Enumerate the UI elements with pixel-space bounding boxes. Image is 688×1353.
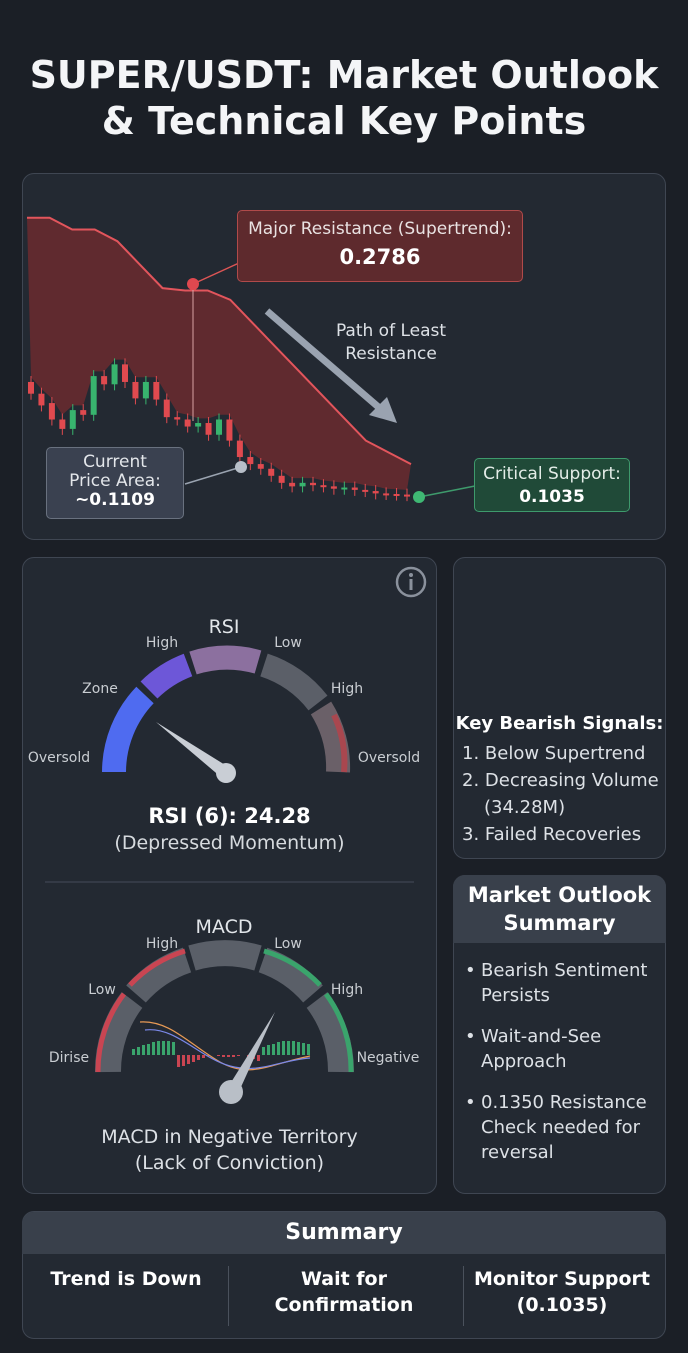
candle — [59, 419, 66, 429]
current-line-1: Current — [83, 452, 147, 472]
path-label-line-2: Resistance — [345, 344, 437, 364]
macd-caption: MACD in Negative Territory (Lack of Conv… — [22, 1124, 437, 1176]
candle — [163, 399, 170, 418]
outlook-title-line-1: Market Outlook — [467, 883, 652, 907]
candle — [236, 440, 243, 458]
support-connector — [418, 485, 476, 498]
current-price-marker — [235, 461, 247, 473]
rsi-subtitle: (Depressed Momentum) — [114, 832, 345, 854]
summary-wait: Wait for Confirmation — [274, 1268, 414, 1316]
macd-caption-line-1: MACD in Negative Territory — [101, 1126, 358, 1148]
candle — [195, 423, 202, 427]
current-value: ~0.1109 — [75, 490, 155, 510]
path-label-line-1: Path of Least — [335, 321, 447, 341]
signal-item: 1. Below Supertrend — [462, 743, 646, 764]
summary-monitor-line-1: Monitor Support — [473, 1268, 651, 1290]
indicators-card — [22, 557, 437, 1194]
summary-monitor-line-2: (0.1035) — [516, 1294, 608, 1316]
candle — [372, 491, 379, 494]
candle — [299, 482, 306, 487]
candle — [330, 486, 337, 489]
support-label: Critical Support: — [483, 464, 621, 484]
title-line-2: & Technical Key Points — [101, 99, 587, 143]
candle — [184, 419, 191, 427]
support-marker — [413, 491, 425, 503]
title-line-1: SUPER/USDT: Market Outlook — [29, 53, 659, 97]
candle — [174, 417, 181, 420]
candle — [362, 489, 369, 492]
candle — [383, 493, 390, 496]
macd-caption-line-2: (Lack of Conviction) — [134, 1152, 325, 1174]
signals-list: 1. Below Supertrend 2. Decreasing Volume… — [462, 740, 666, 848]
current-connector — [184, 466, 242, 485]
outlook-item: Wait-and-See Approach — [463, 1024, 663, 1074]
candle — [153, 381, 160, 400]
candle — [351, 487, 358, 490]
current-price-callout: Current Price Area: ~0.1109 — [46, 447, 184, 519]
summary-divider — [463, 1266, 464, 1326]
resistance-marker — [187, 278, 199, 290]
candle — [69, 410, 76, 429]
candle — [247, 457, 254, 465]
signal-item: (34.28M) — [484, 797, 566, 818]
candle — [48, 403, 55, 420]
summary-trend: Trend is Down — [50, 1268, 202, 1290]
candle — [404, 494, 410, 497]
candle — [310, 482, 316, 486]
outlook-item: 0.1350 Resistance Check needed for rever… — [463, 1090, 663, 1165]
candle — [132, 381, 139, 399]
summary-monitor: Monitor Support (0.1035) — [467, 1266, 657, 1318]
page-title: SUPER/USDT: Market Outlook & Technical K… — [0, 52, 688, 144]
support-callout: Critical Support: 0.1035 — [474, 458, 630, 512]
summary-header: Summary — [22, 1212, 666, 1254]
candle — [101, 376, 108, 385]
candle — [122, 364, 128, 382]
candle — [28, 381, 34, 394]
rsi-value: RSI (6): 24.28 — [148, 804, 311, 828]
path-arrow — [264, 308, 386, 414]
price-chart — [27, 216, 476, 503]
candle — [341, 487, 348, 490]
candle — [289, 482, 296, 487]
resistance-label: Major Resistance (Supertrend): — [248, 219, 512, 239]
candle — [268, 468, 275, 476]
outlook-list: Bearish Sentiment Persists Wait-and-See … — [463, 958, 663, 1181]
candle — [320, 485, 327, 488]
candle — [226, 419, 233, 441]
candle — [216, 419, 222, 435]
signal-item: 2. Decreasing Volume — [462, 770, 659, 791]
candle — [257, 464, 264, 469]
resistance-callout: Major Resistance (Supertrend): 0.2786 — [237, 210, 523, 282]
resistance-connector — [192, 262, 240, 285]
summary-divider — [228, 1266, 229, 1326]
candle — [111, 364, 118, 385]
support-value: 0.1035 — [519, 487, 585, 507]
candle — [278, 475, 285, 483]
current-line-2: Price Area: — [69, 471, 161, 491]
candle — [90, 376, 97, 415]
candle — [80, 410, 87, 415]
supertrend-line — [27, 216, 412, 465]
candle — [142, 381, 149, 399]
signal-item: 3. Failed Recoveries — [462, 824, 642, 845]
supertrend-band — [27, 217, 411, 490]
candle — [205, 423, 212, 435]
path-label: Path of Least Resistance — [318, 320, 464, 366]
path-arrow-head — [369, 397, 397, 423]
signals-title: Key Bearish Signals: — [455, 713, 664, 734]
candle — [393, 493, 400, 496]
resistance-value: 0.2786 — [339, 245, 421, 269]
outlook-item: Bearish Sentiment Persists — [463, 958, 663, 1008]
candle — [38, 393, 45, 406]
outlook-header: Market Outlook Summary — [453, 875, 666, 943]
bearish-signals-card — [453, 557, 666, 859]
outlook-title-line-2: Summary — [503, 911, 616, 935]
